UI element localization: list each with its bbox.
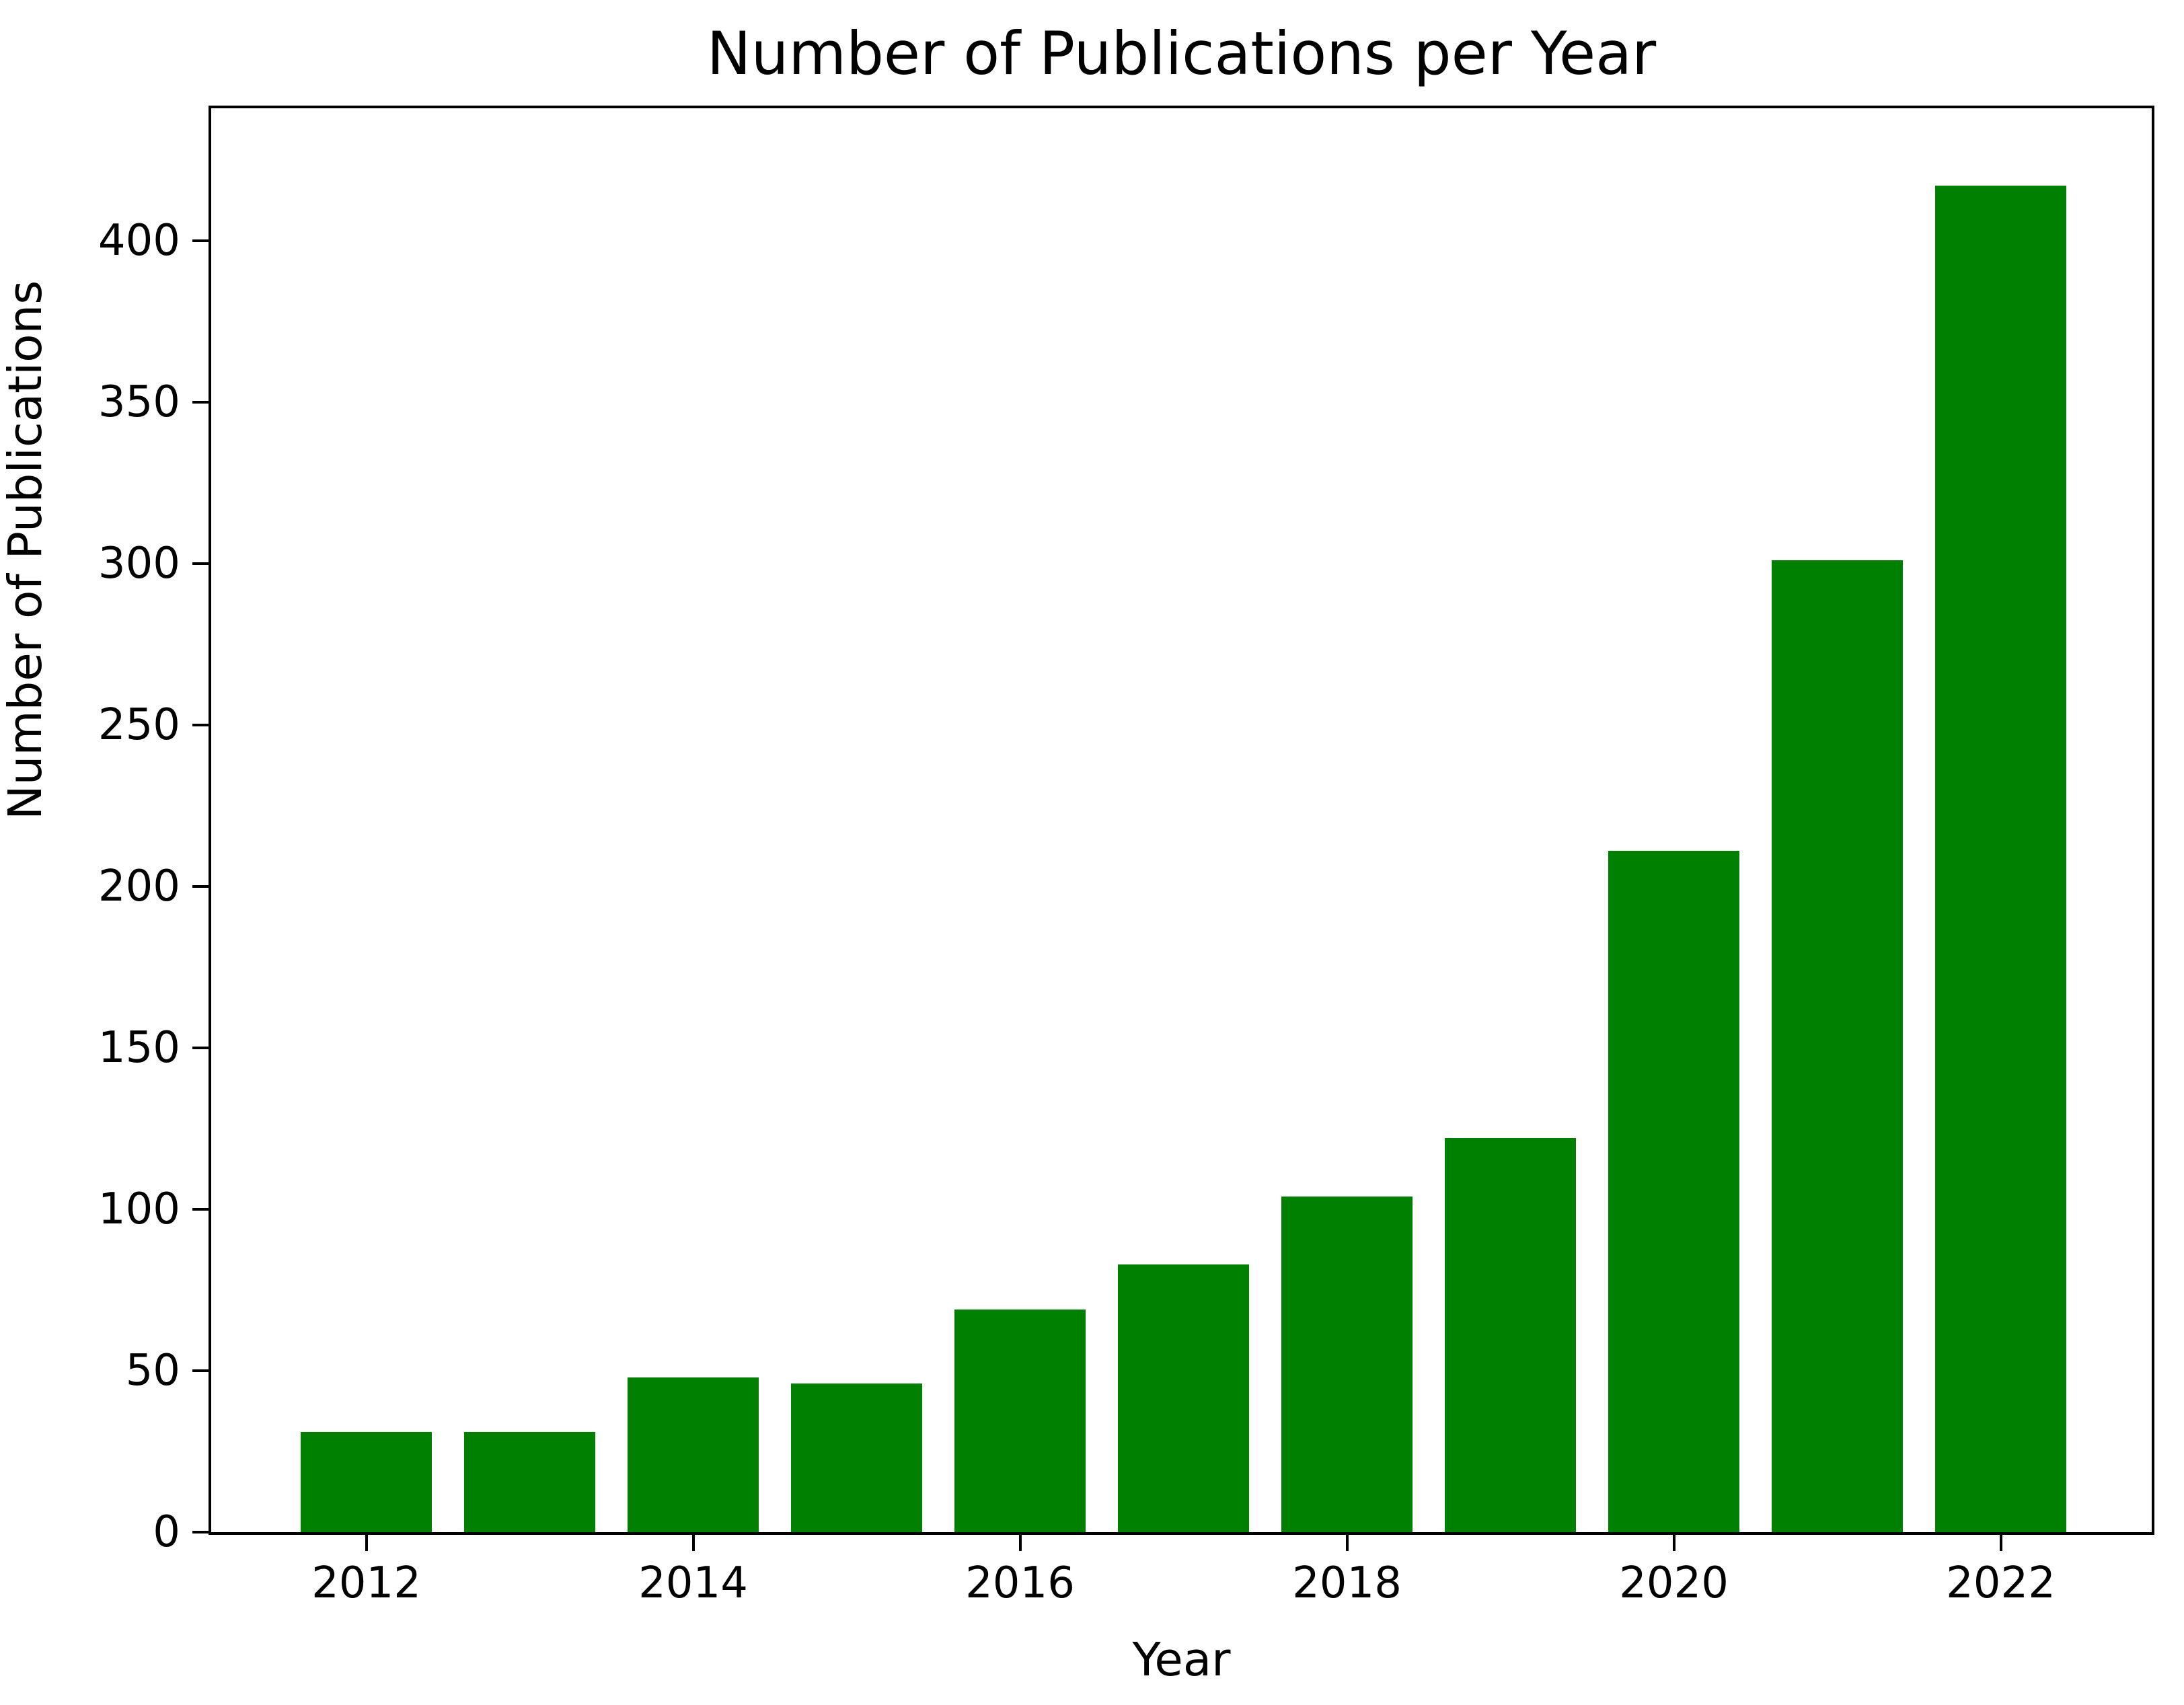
y-tick-mark-200 bbox=[192, 884, 209, 888]
y-tick-label-400: 400 bbox=[98, 215, 180, 266]
y-tick-mark-150 bbox=[192, 1046, 209, 1049]
bar-2013 bbox=[464, 1432, 595, 1532]
bar-2016 bbox=[954, 1310, 1086, 1532]
bar-2021 bbox=[1772, 560, 1903, 1532]
y-tick-label-300: 300 bbox=[98, 538, 180, 589]
bar-2015 bbox=[791, 1384, 922, 1532]
y-tick-mark-0 bbox=[192, 1531, 209, 1533]
x-tick-mark-2012 bbox=[365, 1535, 368, 1551]
bar-2017 bbox=[1118, 1264, 1249, 1532]
x-tick-label-2014: 2014 bbox=[638, 1558, 748, 1608]
x-tick-mark-2020 bbox=[1672, 1535, 1675, 1551]
x-tick-mark-2022 bbox=[1999, 1535, 2002, 1551]
x-tick-label-2020: 2020 bbox=[1619, 1558, 1729, 1608]
bar-2019 bbox=[1445, 1138, 1576, 1532]
x-tick-mark-2016 bbox=[1018, 1535, 1022, 1551]
x-tick-label-2012: 2012 bbox=[311, 1558, 421, 1608]
bar-2018 bbox=[1281, 1197, 1413, 1532]
y-tick-label-350: 350 bbox=[98, 377, 180, 427]
y-tick-label-100: 100 bbox=[98, 1184, 180, 1234]
y-tick-mark-350 bbox=[192, 400, 209, 404]
bar-2022 bbox=[1935, 186, 2066, 1532]
y-axis-label: Number of Publications bbox=[0, 280, 52, 820]
y-tick-label-0: 0 bbox=[153, 1507, 180, 1557]
y-tick-mark-50 bbox=[192, 1369, 209, 1372]
chart-title: Number of Publications per Year bbox=[706, 19, 1657, 88]
y-tick-mark-100 bbox=[192, 1207, 209, 1211]
x-tick-label-2018: 2018 bbox=[1292, 1558, 1402, 1608]
y-tick-mark-250 bbox=[192, 723, 209, 726]
y-tick-label-250: 250 bbox=[98, 699, 180, 750]
bar-2014 bbox=[628, 1377, 759, 1532]
y-tick-mark-400 bbox=[192, 239, 209, 242]
y-tick-label-150: 150 bbox=[98, 1022, 180, 1073]
bar-2020 bbox=[1608, 851, 1739, 1532]
y-tick-label-200: 200 bbox=[98, 861, 180, 911]
y-tick-label-50: 50 bbox=[125, 1345, 180, 1396]
x-tick-mark-2014 bbox=[691, 1535, 695, 1551]
x-tick-label-2016: 2016 bbox=[965, 1558, 1075, 1608]
y-tick-mark-300 bbox=[192, 562, 209, 565]
x-tick-label-2022: 2022 bbox=[1946, 1558, 2056, 1608]
x-axis-label: Year bbox=[1132, 1633, 1231, 1687]
x-tick-mark-2018 bbox=[1345, 1535, 1349, 1551]
plot-area: 0 50 100 150 200 250 300 350 400 2012 2014 2016 2018… bbox=[98, 106, 2154, 1605]
bar-2012 bbox=[301, 1432, 432, 1532]
